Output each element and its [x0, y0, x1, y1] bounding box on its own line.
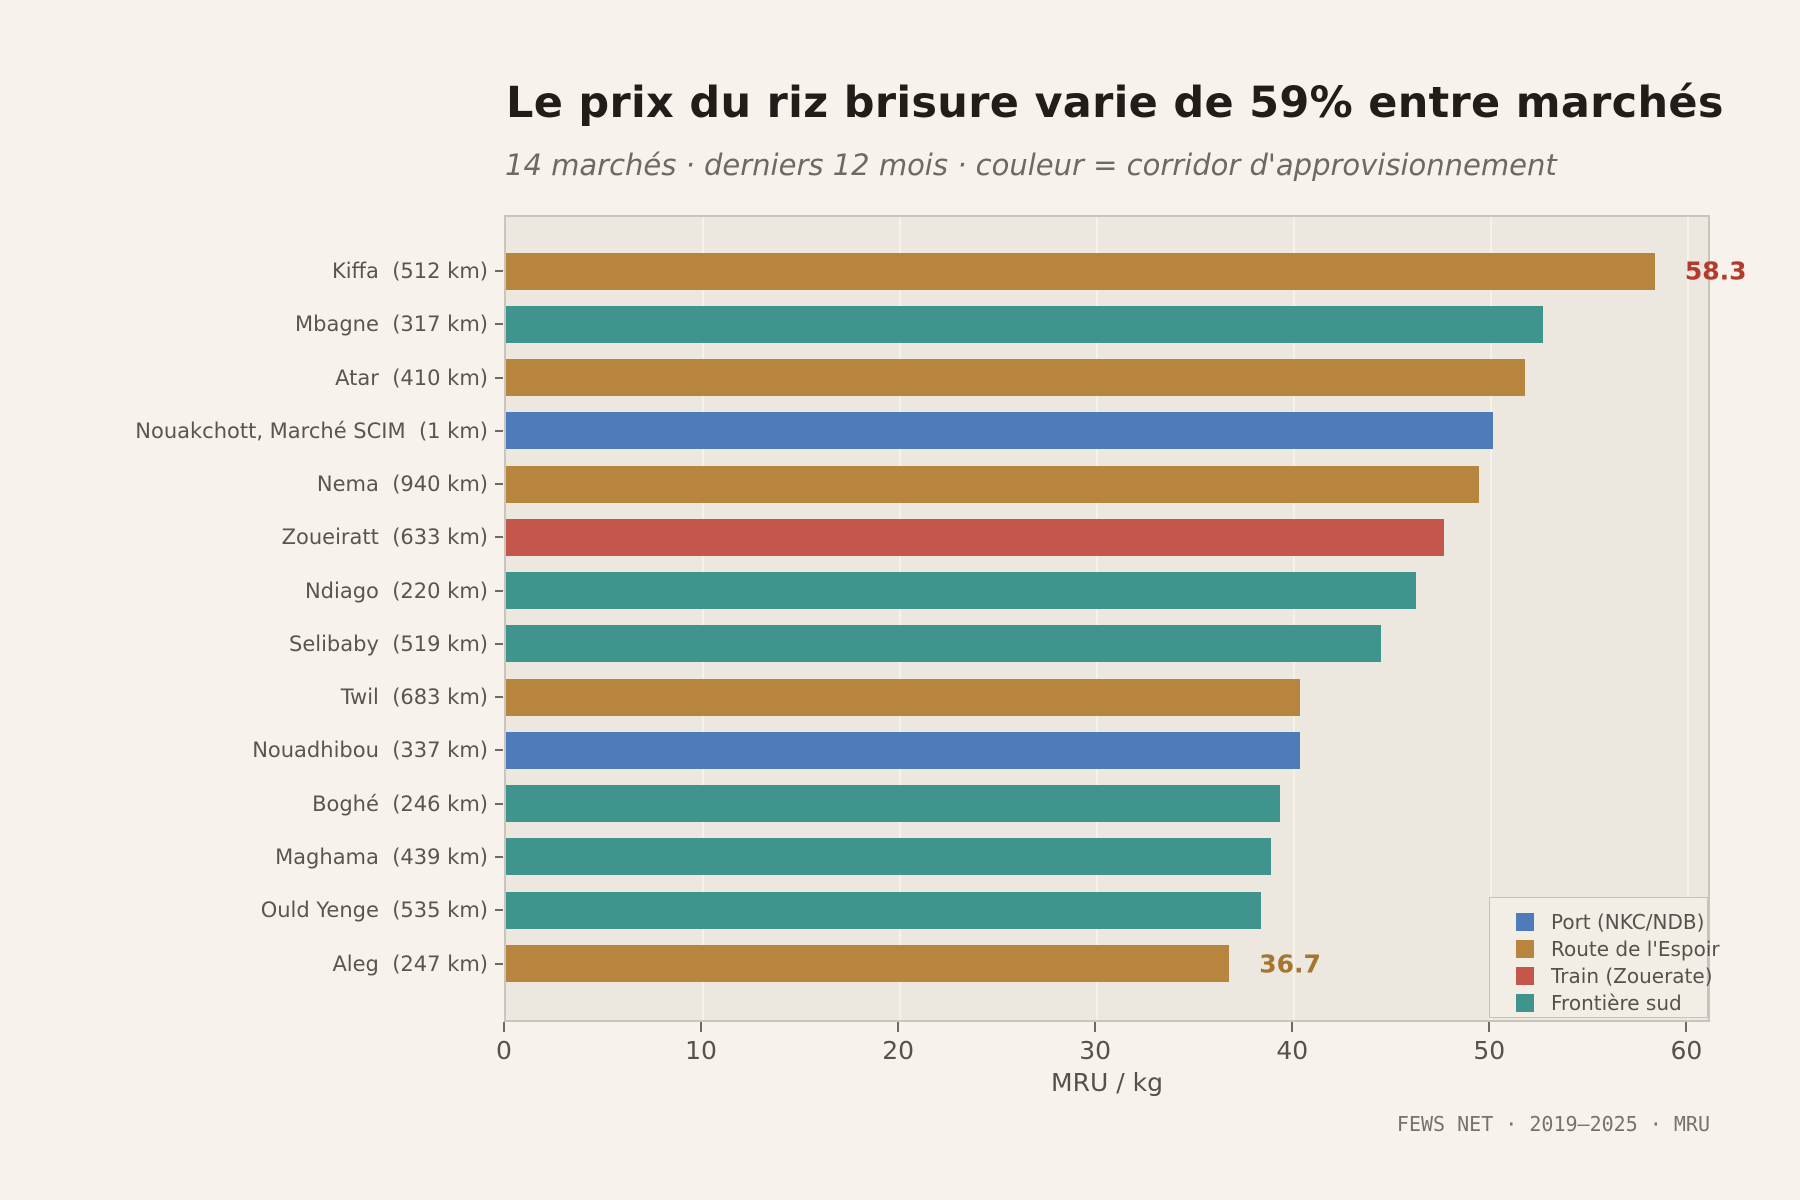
x-tick-label: 10 [685, 1036, 717, 1065]
x-tick-mark [503, 1022, 505, 1032]
bar-nouakchott-march-scim [506, 412, 1494, 450]
x-tick-label: 50 [1473, 1036, 1506, 1065]
legend-row: Route de l'Espoir [1516, 935, 1720, 962]
y-tick-mark [495, 749, 503, 752]
y-tick-mark [495, 429, 503, 432]
x-tick-mark [700, 1022, 703, 1032]
x-tick-mark [1291, 1022, 1294, 1032]
y-tick-label: Ndiago (220 km) [304, 578, 488, 603]
gridline-x-40 [1293, 217, 1296, 1020]
bar-atar [506, 359, 1525, 397]
plot-area [504, 215, 1710, 1022]
bar-maghama [506, 838, 1271, 876]
y-tick-mark [495, 802, 503, 805]
bar-kiffa [506, 252, 1655, 290]
legend-swatch-icon [1516, 993, 1534, 1012]
x-axis-label: MRU / kg [1051, 1068, 1163, 1097]
bar-nema [506, 465, 1480, 503]
value-label: 36.7 [1259, 949, 1321, 978]
legend-row: Train (Zouerate) [1516, 962, 1713, 989]
y-tick-label: Kiffa (512 km) [331, 259, 488, 283]
x-tick-label: 40 [1276, 1036, 1309, 1065]
y-tick-label: Nouadhibou (337 km) [252, 738, 488, 763]
y-tick-mark [495, 589, 503, 592]
bar-zoueiratt [506, 518, 1444, 556]
bar-nouadhibou [506, 731, 1301, 769]
y-tick-mark [495, 696, 503, 699]
gridline-x-50 [1490, 217, 1493, 1020]
legend-swatch-icon [1516, 912, 1534, 931]
y-tick-mark [495, 376, 503, 379]
y-tick-mark [495, 855, 503, 858]
y-tick-label: Ould Yenge (535 km) [260, 898, 488, 923]
chart-title: Le prix du riz brisure varie de 59% entr… [506, 78, 1724, 128]
y-tick-label: Twil (683 km) [340, 685, 488, 710]
gridline-x-10 [702, 217, 705, 1020]
legend-label: Route de l'Espoir [1551, 936, 1720, 961]
x-tick-mark [897, 1022, 900, 1032]
chart-subtitle: 14 marchés · derniers 12 mois · couleur … [505, 148, 1557, 182]
bar-aleg [506, 945, 1230, 982]
y-tick-mark [495, 962, 503, 965]
x-tick-mark [1094, 1022, 1097, 1032]
x-tick-label: 0 [496, 1036, 512, 1065]
y-tick-label: Nema (940 km) [316, 472, 488, 497]
bar-mbagne [506, 305, 1543, 343]
gridline-x-60 [1687, 217, 1690, 1020]
bar-selibaby [506, 625, 1381, 663]
bar-twil [506, 678, 1301, 716]
value-label: 58.3 [1684, 256, 1747, 286]
y-tick-mark [495, 642, 503, 645]
y-tick-label: Nouakchott, Marché SCIM (1 km) [135, 418, 488, 443]
legend-swatch-icon [1516, 966, 1534, 985]
y-tick-mark [495, 270, 503, 272]
y-tick-label: Aleg (247 km) [332, 951, 488, 976]
y-tick-label: Zoueiratt (633 km) [281, 525, 488, 550]
bar-ould-yenge [506, 891, 1261, 929]
legend: Port (NKC/NDB) Route de l'Espoir Train (Zo… [1489, 897, 1720, 1018]
y-tick-label: Selibaby (519 km) [289, 631, 488, 656]
y-tick-label: Boghé (246 km) [312, 791, 488, 816]
y-tick-mark [495, 483, 503, 486]
y-tick-mark [495, 909, 503, 912]
legend-row: Frontière sud [1516, 989, 1707, 1016]
bar-ndiago [506, 572, 1417, 610]
gridline-x-30 [1096, 217, 1099, 1020]
y-tick-label: Maghama (439 km) [275, 844, 488, 869]
gridline-x-20 [899, 217, 902, 1020]
legend-label: Port (NKC/NDB) [1551, 909, 1705, 934]
x-tick-mark [1488, 1022, 1491, 1032]
x-tick-label: 60 [1670, 1036, 1703, 1065]
x-tick-label: 20 [882, 1036, 915, 1065]
legend-swatch-icon [1516, 939, 1534, 958]
legend-label: Train (Zouerate) [1551, 963, 1713, 988]
source-footer: FEWS NET · 2019–2025 · MRU [1396, 1112, 1710, 1136]
y-tick-mark [495, 536, 503, 539]
y-tick-label: Mbagne (317 km) [295, 312, 488, 337]
y-tick-mark [495, 323, 503, 326]
x-tick-label: 30 [1079, 1036, 1112, 1065]
bar-bogh- [506, 785, 1281, 823]
legend-label: Frontière sud [1551, 990, 1682, 1015]
y-tick-label: Atar (410 km) [335, 365, 488, 390]
x-tick-mark [1685, 1022, 1688, 1032]
legend-row: Port (NKC/NDB) [1516, 908, 1707, 935]
